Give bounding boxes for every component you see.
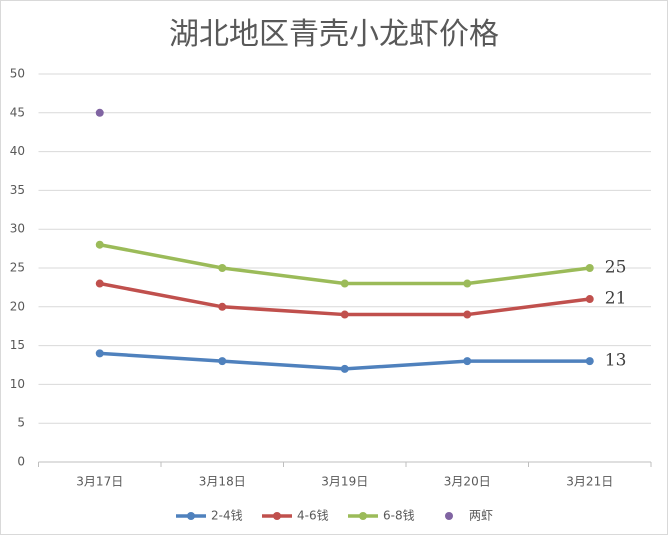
legend-marker <box>445 512 453 520</box>
marker <box>218 357 227 366</box>
y-tick-label: 35 <box>10 183 25 197</box>
y-tick-label: 10 <box>10 377 25 391</box>
legend-label: 6-8钱 <box>383 508 415 523</box>
chart-title: 湖北地区青壳小龙虾价格 <box>169 17 499 52</box>
y-tick-label: 30 <box>10 222 25 236</box>
y-tick-label: 0 <box>17 455 25 469</box>
marker <box>463 310 472 319</box>
marker <box>585 357 594 366</box>
marker <box>463 279 472 288</box>
x-tick-label: 3月19日 <box>321 475 368 489</box>
marker <box>463 357 472 366</box>
x-tick-label: 3月21日 <box>566 475 613 489</box>
marker <box>585 264 594 272</box>
x-tick-label: 3月17日 <box>76 475 123 489</box>
y-tick-label: 40 <box>10 144 25 158</box>
data-label: 25 <box>605 258 627 278</box>
marker <box>95 349 104 358</box>
marker <box>218 264 227 272</box>
y-tick-label: 5 <box>17 416 25 430</box>
x-tick-label: 3月18日 <box>199 475 246 489</box>
y-tick-label: 25 <box>10 261 25 275</box>
data-label: 13 <box>605 351 627 371</box>
marker <box>340 310 349 319</box>
x-tick-label: 3月20日 <box>444 475 491 489</box>
marker <box>340 364 349 373</box>
data-label: 21 <box>605 289 627 309</box>
legend-marker <box>273 512 281 520</box>
legend-label: 两虾 <box>469 509 493 523</box>
y-tick-label: 20 <box>10 299 25 313</box>
y-tick-label: 50 <box>10 67 25 81</box>
marker <box>95 240 104 249</box>
legend-marker <box>187 512 195 520</box>
y-tick-label: 45 <box>10 105 25 119</box>
marker <box>585 295 594 304</box>
marker <box>95 108 104 117</box>
y-tick-label: 15 <box>10 338 25 352</box>
marker <box>95 279 104 288</box>
legend-marker <box>359 512 367 520</box>
marker <box>340 279 349 288</box>
legend-label: 4-6钱 <box>297 508 329 523</box>
legend-label: 2-4钱 <box>211 508 243 523</box>
marker <box>218 302 227 311</box>
